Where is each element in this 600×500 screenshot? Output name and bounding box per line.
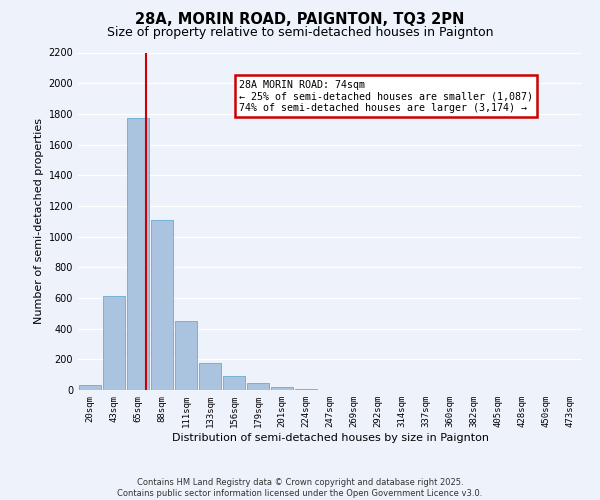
X-axis label: Distribution of semi-detached houses by size in Paignton: Distribution of semi-detached houses by … [172,432,488,442]
Text: 28A, MORIN ROAD, PAIGNTON, TQ3 2PN: 28A, MORIN ROAD, PAIGNTON, TQ3 2PN [136,12,464,28]
Text: 28A MORIN ROAD: 74sqm
← 25% of semi-detached houses are smaller (1,087)
74% of s: 28A MORIN ROAD: 74sqm ← 25% of semi-deta… [239,80,533,112]
Bar [127,118,149,390]
Bar [151,220,173,390]
Bar [175,321,197,390]
Y-axis label: Number of semi-detached properties: Number of semi-detached properties [34,118,44,324]
Bar [295,389,317,390]
Text: Contains HM Land Registry data © Crown copyright and database right 2025.
Contai: Contains HM Land Registry data © Crown c… [118,478,482,498]
Bar [103,296,125,390]
Bar [223,376,245,390]
Text: Size of property relative to semi-detached houses in Paignton: Size of property relative to semi-detach… [107,26,493,39]
Bar [247,383,269,390]
Bar [271,387,293,390]
Bar [79,386,101,390]
Bar [199,363,221,390]
